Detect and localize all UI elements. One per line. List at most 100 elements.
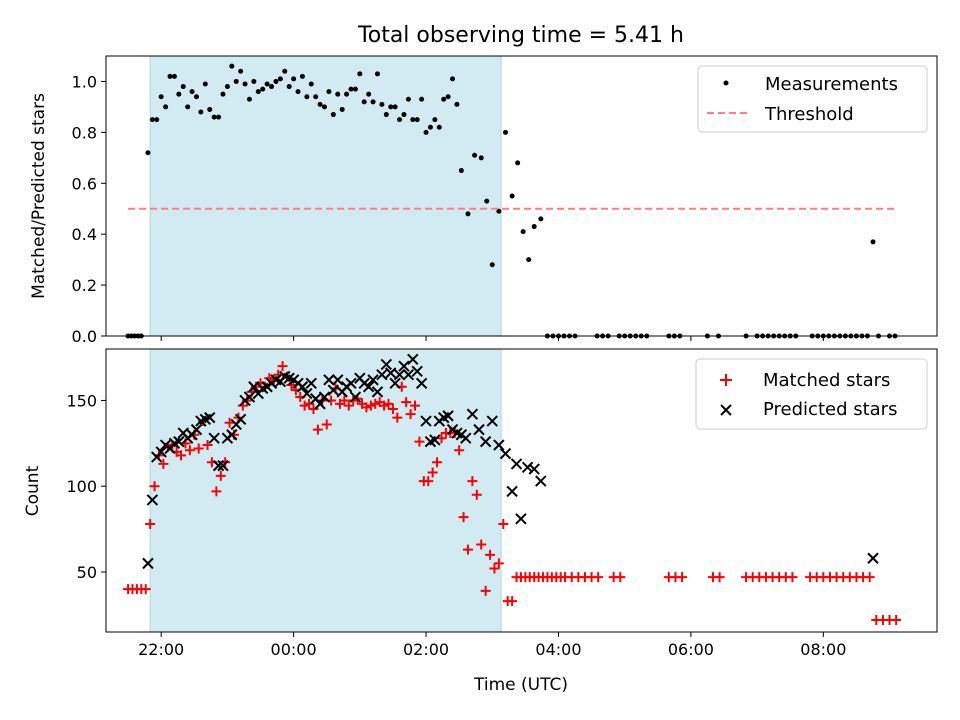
predicted-star-point — [248, 381, 260, 393]
matched-star-point — [361, 402, 372, 413]
matched-star-point — [140, 584, 151, 595]
matched-star-point — [299, 400, 310, 411]
predicted-star-point — [217, 459, 229, 472]
measurement-point — [401, 112, 407, 118]
x-tick-label: 22:00 — [138, 640, 184, 659]
measurement-point — [441, 96, 447, 102]
legend-matched-label: Matched stars — [763, 370, 890, 391]
matched-star-point — [215, 470, 226, 481]
measurement-point — [366, 91, 372, 97]
matched-star-point — [193, 443, 204, 454]
measurement-point — [379, 101, 385, 107]
predicted-star-point — [323, 374, 335, 386]
measurement-point — [414, 117, 420, 123]
predicted-star-point — [314, 398, 326, 410]
observing-window-shade-bottom — [149, 348, 502, 633]
measurement-point — [357, 71, 363, 77]
predicted-star-point — [226, 429, 238, 441]
measurement-point — [326, 89, 332, 95]
matched-star-point — [427, 467, 438, 478]
predicted-star-point — [212, 459, 225, 472]
measurement-point — [538, 216, 544, 222]
measurement-point — [238, 68, 244, 74]
predicted-star-point — [411, 365, 423, 378]
x-tick-label: 08:00 — [800, 640, 846, 659]
y-tick-label: 150 — [66, 391, 97, 410]
measurement-point — [526, 257, 532, 263]
predicted-star-point — [173, 435, 185, 448]
predicted-star-point — [345, 377, 357, 390]
matched-star-point — [787, 572, 798, 583]
matched-star-point — [401, 397, 412, 408]
measurement-point — [397, 117, 403, 123]
predicted-star-point — [234, 413, 247, 426]
predicted-star-point — [510, 458, 523, 470]
predicted-star-point — [499, 447, 512, 460]
matched-star-point — [471, 489, 482, 500]
matched-star-point — [493, 558, 504, 569]
measurement-point — [489, 262, 495, 268]
measurement-point — [277, 76, 283, 82]
predicted-star-point — [486, 415, 498, 427]
x-axis-label: Time (UTC) — [473, 675, 568, 695]
matched-star-point — [304, 398, 315, 409]
predicted-star-point — [327, 384, 340, 396]
ratio-panel-ylabel: Matched/Predicted stars — [29, 93, 49, 299]
predicted-star-point — [305, 377, 317, 390]
predicted-star-point — [380, 358, 393, 371]
measurement-point — [154, 117, 160, 123]
measurement-point — [216, 114, 222, 120]
matched-star-point — [387, 404, 398, 415]
measurement-point — [229, 63, 235, 69]
measurement-point — [163, 104, 169, 110]
predicted-star-point — [301, 387, 313, 400]
measurement-point — [427, 124, 433, 130]
measurement-point — [176, 91, 182, 97]
predicted-star-point — [515, 513, 527, 525]
predicted-star-point — [521, 461, 534, 474]
figure-title: Total observing time = 5.41 h — [357, 23, 684, 48]
measurement-point — [335, 91, 341, 97]
predicted-star-point — [867, 552, 879, 564]
predicted-stars-points — [142, 353, 879, 570]
ratio-panel-ticks: 0.0 0.2 0.4 0.6 0.8 1.0 — [72, 72, 824, 346]
measurement-point — [317, 101, 323, 107]
predicted-star-point — [190, 423, 203, 436]
predicted-star-point — [398, 360, 410, 372]
measurement-point — [251, 78, 257, 84]
matched-star-point — [392, 412, 403, 423]
measurement-point — [478, 155, 484, 161]
matched-star-point — [339, 395, 350, 406]
legend-matched-marker — [720, 374, 732, 386]
matched-star-point — [436, 433, 447, 444]
y-tick-label: 50 — [77, 563, 97, 582]
measurement-point — [361, 99, 367, 105]
ratio-legend-box — [697, 65, 928, 133]
matched-star-point — [489, 563, 500, 574]
legend-predicted-marker — [720, 404, 732, 416]
y-tick-label: 100 — [66, 477, 97, 496]
measurement-point — [322, 104, 328, 110]
count-panel-ylabel: Count — [23, 465, 43, 516]
predicted-star-point — [349, 391, 362, 403]
measurement-point — [273, 78, 279, 84]
measurement-point — [282, 68, 288, 74]
predicted-star-point — [243, 391, 256, 403]
predicted-star-point — [479, 435, 492, 448]
matched-star-point — [891, 614, 902, 625]
matched-star-point — [615, 572, 626, 583]
measurement-point — [224, 84, 230, 90]
matched-star-point — [480, 585, 491, 596]
measurement-point — [145, 150, 151, 156]
measurement-point — [405, 96, 411, 102]
measurement-point — [193, 94, 199, 100]
measurement-point — [496, 208, 502, 214]
matched-star-point — [343, 400, 354, 411]
predicted-star-point — [466, 408, 479, 420]
measurement-point — [450, 76, 456, 82]
matched-star-point — [365, 400, 376, 411]
predicted-star-point — [318, 391, 331, 403]
x-tick-label: 00:00 — [271, 640, 317, 659]
predicted-star-point — [429, 434, 441, 446]
predicted-star-point — [473, 423, 485, 436]
